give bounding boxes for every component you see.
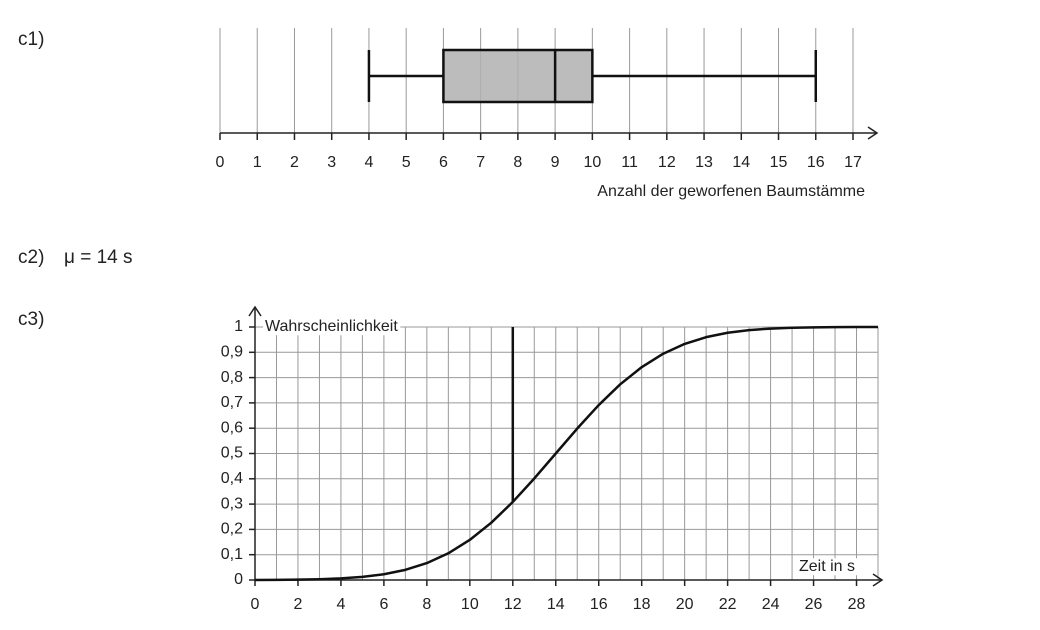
part-label: c2) <box>18 247 44 268</box>
x-tick-label: 28 <box>848 596 866 613</box>
label-background <box>795 558 858 576</box>
x-tick-label: 14 <box>547 596 565 613</box>
x-tick-label: 10 <box>583 154 601 171</box>
x-tick-label: 14 <box>732 154 750 171</box>
x-axis-label: Anzahl der geworfenen Baumstämme <box>597 183 865 200</box>
x-tick-label: 12 <box>504 596 522 613</box>
x-tick-label: 17 <box>844 154 862 171</box>
x-tick-label: 6 <box>379 596 388 613</box>
y-tick-label: 0,7 <box>221 394 243 411</box>
y-tick-label: 0,6 <box>221 419 243 436</box>
y-tick-label: 0,1 <box>221 546 243 563</box>
y-tick-label: 0,2 <box>221 521 243 538</box>
y-tick-label: 1 <box>234 318 243 335</box>
curve <box>254 325 879 582</box>
x-tick-label: 1 <box>253 154 262 171</box>
x-tick-label: 9 <box>551 154 560 171</box>
x-tick-label: 4 <box>364 154 373 171</box>
axis-arrow <box>867 126 879 140</box>
y-tick-label: 0,5 <box>221 445 243 462</box>
axis-arrow <box>872 573 884 587</box>
x-tick-label: 15 <box>770 154 788 171</box>
x-tick-label: 5 <box>402 154 411 171</box>
y-tick-label: 0,4 <box>221 470 243 487</box>
x-tick-label: 10 <box>461 596 479 613</box>
x-tick-label: 2 <box>290 154 299 171</box>
y-tick-label: 0,3 <box>221 495 243 512</box>
x-tick-label: 8 <box>422 596 431 613</box>
x-tick-label: 22 <box>719 596 737 613</box>
x-tick-label: 13 <box>695 154 713 171</box>
result-text: μ = 14 s <box>64 247 133 268</box>
x-tick-label: 2 <box>294 596 303 613</box>
x-tick-label: 0 <box>216 154 225 171</box>
y-tick-label: 0 <box>234 571 243 588</box>
y-axis-label: Wahrscheinlichkeit <box>265 318 398 335</box>
y-tick-label: 0,8 <box>221 369 243 386</box>
x-tick-label: 24 <box>762 596 780 613</box>
x-tick-label: 0 <box>251 596 260 613</box>
part-label: c3) <box>18 309 44 330</box>
x-tick-label: 12 <box>658 154 676 171</box>
x-tick-label: 4 <box>336 596 345 613</box>
x-tick-label: 16 <box>590 596 608 613</box>
x-tick-label: 11 <box>621 154 638 171</box>
part-label: c1) <box>18 29 44 50</box>
y-tick-label: 0,9 <box>221 344 243 361</box>
box <box>442 48 594 104</box>
x-tick-label: 6 <box>439 154 448 171</box>
x-axis-label: Zeit in s <box>799 558 855 575</box>
label-background <box>263 318 401 336</box>
x-tick-label: 26 <box>805 596 823 613</box>
x-tick-label: 7 <box>476 154 485 171</box>
axis-arrow <box>248 305 262 317</box>
x-tick-label: 8 <box>513 154 522 171</box>
x-tick-label: 16 <box>807 154 825 171</box>
x-tick-label: 20 <box>676 596 694 613</box>
x-tick-label: 3 <box>327 154 336 171</box>
x-tick-label: 18 <box>633 596 651 613</box>
